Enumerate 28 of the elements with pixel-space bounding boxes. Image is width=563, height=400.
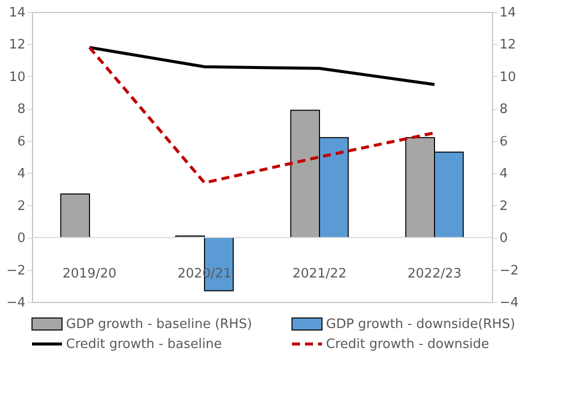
x-tick-label: 2022/23: [407, 266, 462, 282]
y2-tick-label: −4: [500, 296, 519, 310]
y-tick-label: 2: [17, 198, 26, 214]
x-tick-label: 2021/22: [292, 266, 347, 282]
y2-tick-label: −2: [500, 263, 519, 278]
y2-tick-label: 2: [500, 198, 508, 214]
legend-label: Credit growth - baseline: [66, 337, 222, 352]
y-tick-label: 0: [17, 231, 26, 246]
legend-label: GDP growth - downside(RHS): [326, 317, 516, 332]
y2-tick-label: 0: [500, 231, 508, 246]
y2-tick-label: 4: [500, 166, 508, 182]
x-tick-label: 2020/21: [177, 266, 232, 282]
y-tick-label: 10: [8, 70, 26, 85]
y2-tick-label: 6: [500, 134, 508, 150]
y-tick-label: −2: [6, 263, 26, 278]
y-tick-label: 8: [17, 102, 26, 118]
y-tick-label: 4: [17, 166, 26, 182]
x-tick-label: 2019/20: [62, 266, 117, 282]
y-tick-label: 6: [17, 134, 26, 150]
y-tick-label: 12: [8, 38, 26, 53]
y2-tick-label: 12: [500, 38, 516, 53]
y2-tick-label: 8: [500, 102, 508, 118]
legend-label: Credit growth - downside: [326, 337, 490, 352]
y2-tick-label: 10: [500, 70, 516, 85]
y-tick-label: 14: [8, 6, 26, 20]
y-tick-label: −4: [6, 296, 26, 310]
y2-tick-label: 14: [500, 6, 516, 20]
legend-label: GDP growth - baseline (RHS): [66, 317, 252, 332]
